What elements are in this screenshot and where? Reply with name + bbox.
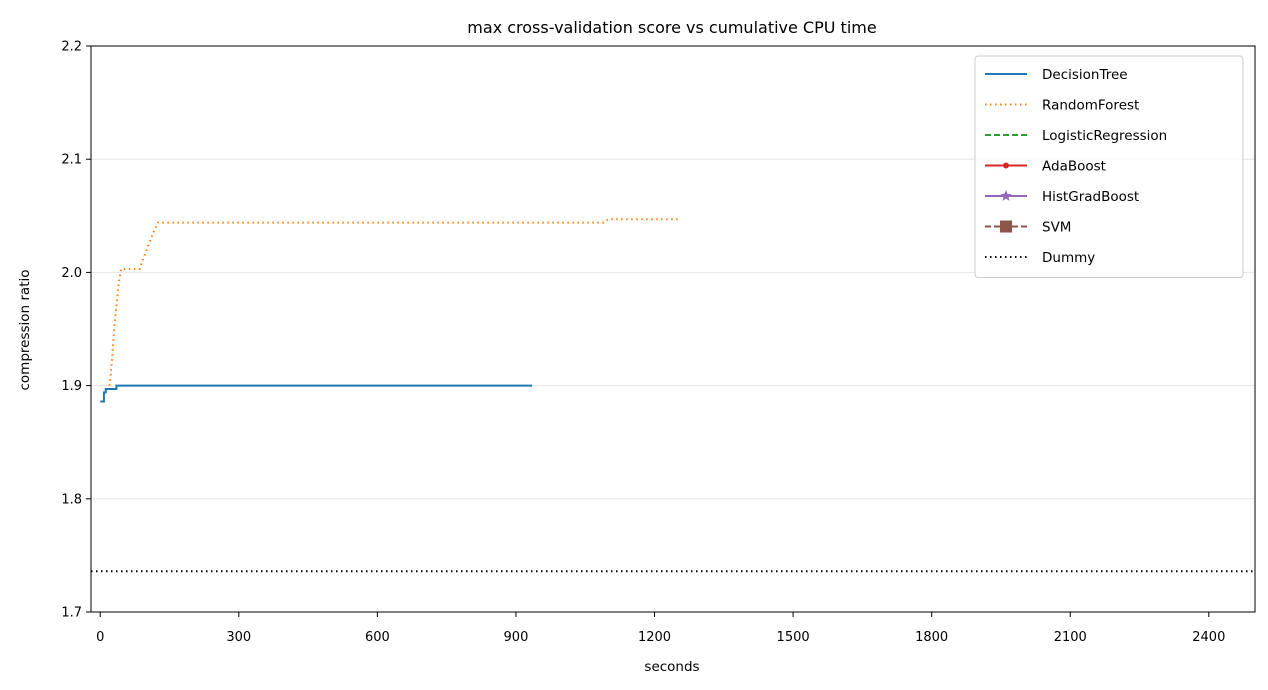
y-axis-ticks: 1.7 1.8 1.9 2.0 2.1 2.2 (61, 40, 91, 621)
legend-item-decisiontree: DecisionTree (985, 67, 1128, 83)
legend-label-histgradboost: HistGradBoost (1042, 189, 1139, 205)
x-tick-label: 1800 (915, 630, 948, 645)
y-tick-label: 2.2 (61, 40, 82, 55)
x-tick-label: 2400 (1192, 630, 1225, 645)
plot-frame (90, 45, 1256, 613)
legend-item-logisticregression: LogisticRegression (985, 128, 1167, 144)
x-tick-label: 1200 (638, 630, 671, 645)
chart-title: max cross-validation score vs cumulative… (467, 18, 876, 37)
y-tick-label: 1.9 (61, 379, 82, 394)
x-tick-label: 1500 (777, 630, 810, 645)
legend-marker-histgradboost (1000, 190, 1012, 201)
legend-label-svm: SVM (1042, 220, 1071, 236)
legend: DecisionTree RandomForest LogisticRegressi… (974, 55, 1244, 278)
legend-marker-svm (1000, 220, 1012, 233)
y-tick-label: 1.7 (61, 606, 82, 621)
legend-item-histgradboost: HistGradBoost (985, 189, 1139, 205)
y-axis-label: compression ratio (17, 269, 33, 390)
x-tick-label: 600 (365, 630, 390, 645)
legend-label-adaboost: AdaBoost (1042, 159, 1106, 175)
series-line-decisiontree (100, 384, 533, 403)
legend-item-randomforest: RandomForest (985, 98, 1139, 114)
legend-marker-adaboost (1003, 162, 1009, 169)
legend-item-svm: SVM (985, 220, 1071, 236)
x-tick-label: 300 (226, 630, 251, 645)
x-tick-label: 900 (504, 630, 529, 645)
y-tick-label: 1.8 (61, 492, 82, 507)
x-axis-label: seconds (644, 659, 699, 675)
legend-label-decisiontree: DecisionTree (1042, 67, 1128, 83)
x-tick-label: 2100 (1054, 630, 1087, 645)
legend-label-logisticregression: LogisticRegression (1042, 128, 1167, 144)
x-tick-label: 0 (96, 630, 104, 645)
series-line-randomforest (108, 218, 678, 386)
x-axis-ticks: 0 300 600 900 1200 1500 1800 2100 2400 (96, 612, 1225, 645)
legend-item-dummy: Dummy (985, 250, 1095, 266)
y-tick-label: 2.1 (61, 153, 82, 168)
y-tick-label: 2.0 (61, 266, 82, 281)
legend-label-randomforest: RandomForest (1042, 98, 1139, 114)
legend-item-adaboost: AdaBoost (985, 159, 1106, 175)
legend-label-dummy: Dummy (1042, 250, 1095, 266)
legend-box (974, 55, 1244, 278)
plot-series (91, 218, 1255, 573)
